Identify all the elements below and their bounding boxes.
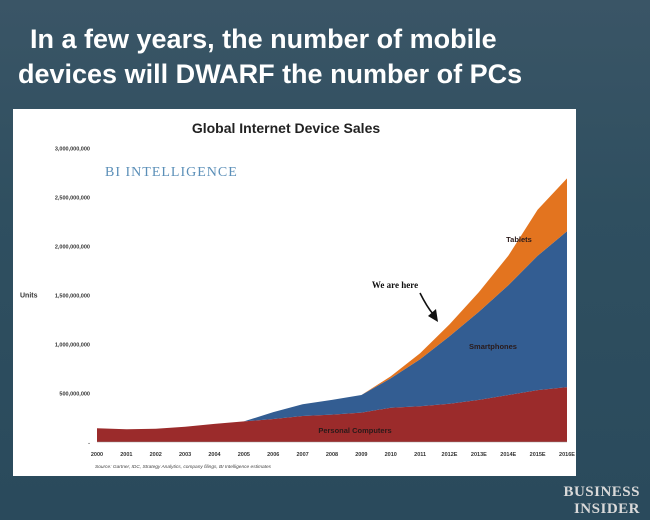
series-label: Personal Computers [318, 426, 391, 435]
x-tick-label: 2006 [267, 452, 279, 458]
watermark-label: BI INTELLIGENCE [105, 165, 238, 180]
brand-line-1: BUSINESS [563, 484, 640, 500]
series-area-personal-computers [97, 387, 567, 442]
y-tick-label: 1,500,000,000 [55, 294, 90, 300]
x-tick-label: 2011 [414, 452, 426, 458]
series-label: Smartphones [469, 342, 517, 351]
y-tick-label: 500,000,000 [59, 392, 90, 398]
slide-headline: In a few years, the number of mobile dev… [18, 22, 638, 92]
x-tick-label: 2000 [91, 452, 103, 458]
x-tick-label: 2014E [500, 452, 516, 458]
y-axis-label: Units [20, 293, 38, 300]
y-tick-label: - [88, 441, 90, 447]
series-label: Tablets [506, 235, 532, 244]
annotation-arrowhead [428, 309, 438, 322]
series-area-tablets [97, 178, 567, 430]
annotation-label: We are here [372, 280, 418, 290]
x-tick-label: 2008 [326, 452, 338, 458]
x-tick-label: 2002 [150, 452, 162, 458]
series-area-smartphones [97, 231, 567, 430]
y-tick-label: 2,000,000,000 [55, 245, 90, 251]
y-tick-label: 1,000,000,000 [55, 343, 90, 349]
x-tick-label: 2010 [385, 452, 397, 458]
x-tick-label: 2004 [208, 452, 221, 458]
area-chart: Global Internet Device Sales BI INTELLIGE… [20, 120, 575, 470]
x-tick-label: 2005 [238, 452, 250, 458]
business-insider-logo: BUSINESS INSIDER [563, 484, 640, 518]
x-tick-label: 2016E [559, 452, 575, 458]
headline-line-1: In a few years, the number of mobile [30, 24, 497, 54]
chart-title: Global Internet Device Sales [192, 120, 381, 136]
x-tick-label: 2003 [179, 452, 191, 458]
x-tick-label: 2001 [120, 452, 132, 458]
y-tick-label: 2,500,000,000 [55, 196, 90, 202]
y-tick-label: 3,000,000,000 [55, 147, 90, 153]
chart-panel: Global Internet Device Sales BI INTELLIGE… [13, 109, 576, 476]
x-tick-label: 2009 [355, 452, 367, 458]
annotation-arrow [419, 292, 434, 315]
x-tick-label: 2007 [297, 452, 309, 458]
headline-line-2: devices will DWARF the number of PCs [18, 59, 523, 89]
x-tick-label: 2013E [471, 452, 487, 458]
source-note: Source: Gartner, IDC, Strategy Analytics… [95, 464, 272, 470]
x-tick-label: 2012E [442, 452, 458, 458]
brand-line-2: INSIDER [573, 501, 640, 517]
x-tick-label: 2015E [530, 452, 546, 458]
